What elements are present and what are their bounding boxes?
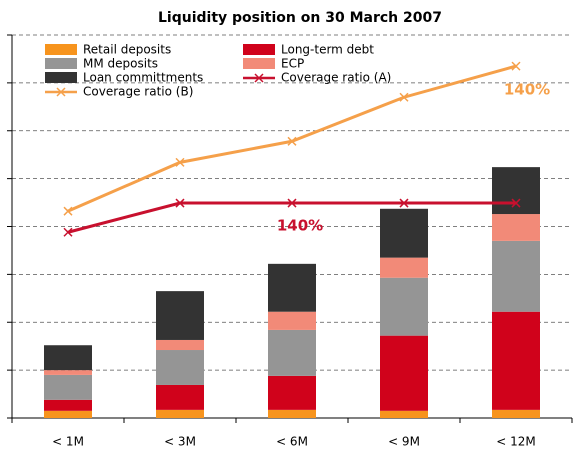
- bar: [492, 409, 540, 418]
- bar: [268, 311, 316, 330]
- bar: [156, 339, 204, 351]
- bar: [156, 384, 204, 410]
- bar: [492, 240, 540, 312]
- bar: [156, 291, 204, 340]
- bar: [44, 345, 92, 371]
- x-tick-label: < 9M: [388, 435, 420, 449]
- chart-title: Liquidity position on 30 March 2007: [158, 10, 442, 26]
- line-marker: [287, 136, 297, 146]
- legend-marker: [254, 73, 264, 83]
- bar: [44, 370, 92, 375]
- bar: [44, 410, 92, 418]
- bar: [268, 409, 316, 418]
- legend-swatch: [45, 58, 77, 69]
- line-marker: [511, 61, 521, 71]
- legend-label: Coverage ratio (A): [281, 71, 391, 85]
- x-tick-label: < 3M: [164, 435, 196, 449]
- bar: [380, 277, 428, 336]
- line-marker: [175, 198, 185, 208]
- line-marker: [399, 198, 409, 208]
- bar: [44, 374, 92, 400]
- legend-swatch: [45, 44, 77, 55]
- legend-label: MM deposits: [83, 57, 158, 71]
- x-tick-label: < 1M: [52, 435, 84, 449]
- bar: [492, 214, 540, 241]
- bar: [268, 329, 316, 376]
- bar: [380, 257, 428, 278]
- legend-swatch: [243, 58, 275, 69]
- line-marker: [399, 92, 409, 102]
- legend-label: ECP: [281, 57, 304, 71]
- legend-label: Loan committments: [83, 71, 203, 85]
- bar: [268, 263, 316, 312]
- bar: [380, 335, 428, 411]
- bar: [268, 375, 316, 410]
- line-marker: [511, 198, 521, 208]
- annotation: 140%: [504, 81, 550, 99]
- line-marker: [63, 227, 73, 237]
- bar: [156, 350, 204, 385]
- line-marker: [287, 198, 297, 208]
- bar: [380, 208, 428, 258]
- legend-swatch: [45, 72, 77, 83]
- legend-swatch: [243, 44, 275, 55]
- x-tick-label: < 12M: [496, 435, 536, 449]
- legend-label: Retail deposits: [83, 43, 171, 57]
- bar: [44, 399, 92, 411]
- line-marker: [175, 157, 185, 167]
- bar: [492, 311, 540, 410]
- legend-label: Coverage ratio (B): [83, 85, 193, 99]
- annotation: 140%: [277, 217, 323, 235]
- bar: [380, 410, 428, 418]
- line-marker: [63, 206, 73, 216]
- bar: [156, 409, 204, 418]
- x-tick-label: < 6M: [276, 435, 308, 449]
- bar: [492, 167, 540, 215]
- legend-marker: [56, 87, 66, 97]
- legend-label: Long-term debt: [281, 43, 374, 57]
